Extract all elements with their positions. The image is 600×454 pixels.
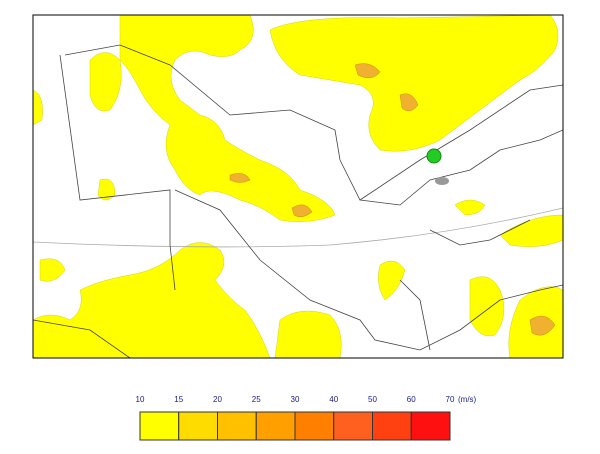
graticule	[33, 207, 563, 248]
legend-swatch	[294, 411, 335, 441]
map-frame	[32, 14, 564, 359]
legend-tick-label: 15	[174, 395, 183, 404]
legend-swatch	[255, 411, 296, 441]
legend-swatch	[139, 411, 180, 441]
legend-tick-label: 60	[407, 395, 416, 404]
legend-tick-label: 30	[291, 395, 300, 404]
legend-swatch	[178, 411, 218, 441]
legend-swatch	[372, 411, 412, 441]
legend-swatch	[217, 411, 257, 441]
legend-swatch	[410, 411, 451, 441]
legend-tick-label: 50	[368, 395, 377, 404]
borders	[33, 44, 563, 358]
legend-unit: (m/s)	[458, 395, 477, 404]
color-legend: (m/s) 10 15 20 25 30 40 50 60 70	[136, 395, 477, 441]
marker-shadow	[435, 177, 449, 185]
legend-tick-label: 25	[252, 395, 261, 404]
legend-swatch	[333, 411, 373, 441]
wind-areas	[33, 15, 563, 358]
legend-tick-label: 10	[136, 395, 145, 404]
legend-tick-label: 70	[446, 395, 455, 404]
location-marker[interactable]	[426, 148, 442, 164]
legend-tick-label: 40	[329, 395, 338, 404]
map	[33, 15, 563, 358]
legend-tick-label: 20	[213, 395, 222, 404]
